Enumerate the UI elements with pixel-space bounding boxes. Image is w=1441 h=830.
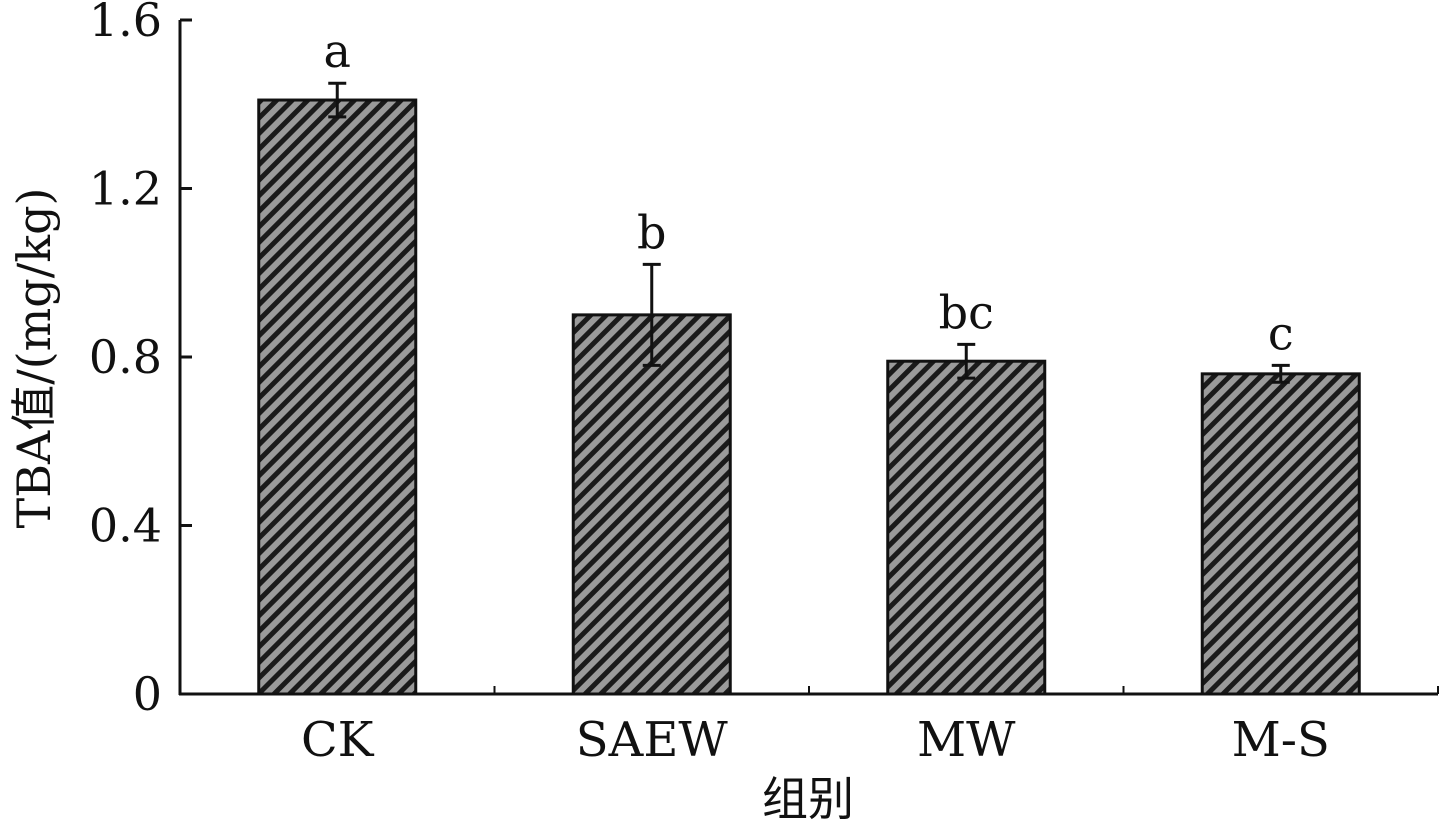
significance-label: b	[637, 205, 666, 259]
x-category-label: MW	[917, 712, 1016, 768]
x-category-label: M-S	[1232, 712, 1330, 768]
bar	[257, 98, 418, 696]
x-axis-title: 组别	[762, 772, 854, 826]
y-tick-label: 1.2	[89, 162, 162, 216]
bar	[886, 359, 1047, 696]
x-category-label: SAEW	[576, 712, 729, 768]
significance-label: a	[324, 24, 351, 78]
y-tick-label: 0	[133, 667, 162, 721]
y-axis-title: TBA值/(mg/kg)	[7, 188, 61, 529]
bar	[571, 313, 732, 696]
x-category-label: CK	[301, 712, 375, 768]
significance-label: c	[1268, 306, 1294, 360]
plot-area: 0 0.4 0.8 1.2 1.6 a CK b SAEW bc MW c M-S	[89, 0, 1439, 768]
y-tick-label: 0.4	[89, 499, 162, 553]
y-tick-label: 1.6	[89, 0, 162, 47]
y-tick-label: 0.8	[89, 330, 162, 384]
bar	[1200, 372, 1361, 696]
significance-label: bc	[939, 285, 994, 339]
